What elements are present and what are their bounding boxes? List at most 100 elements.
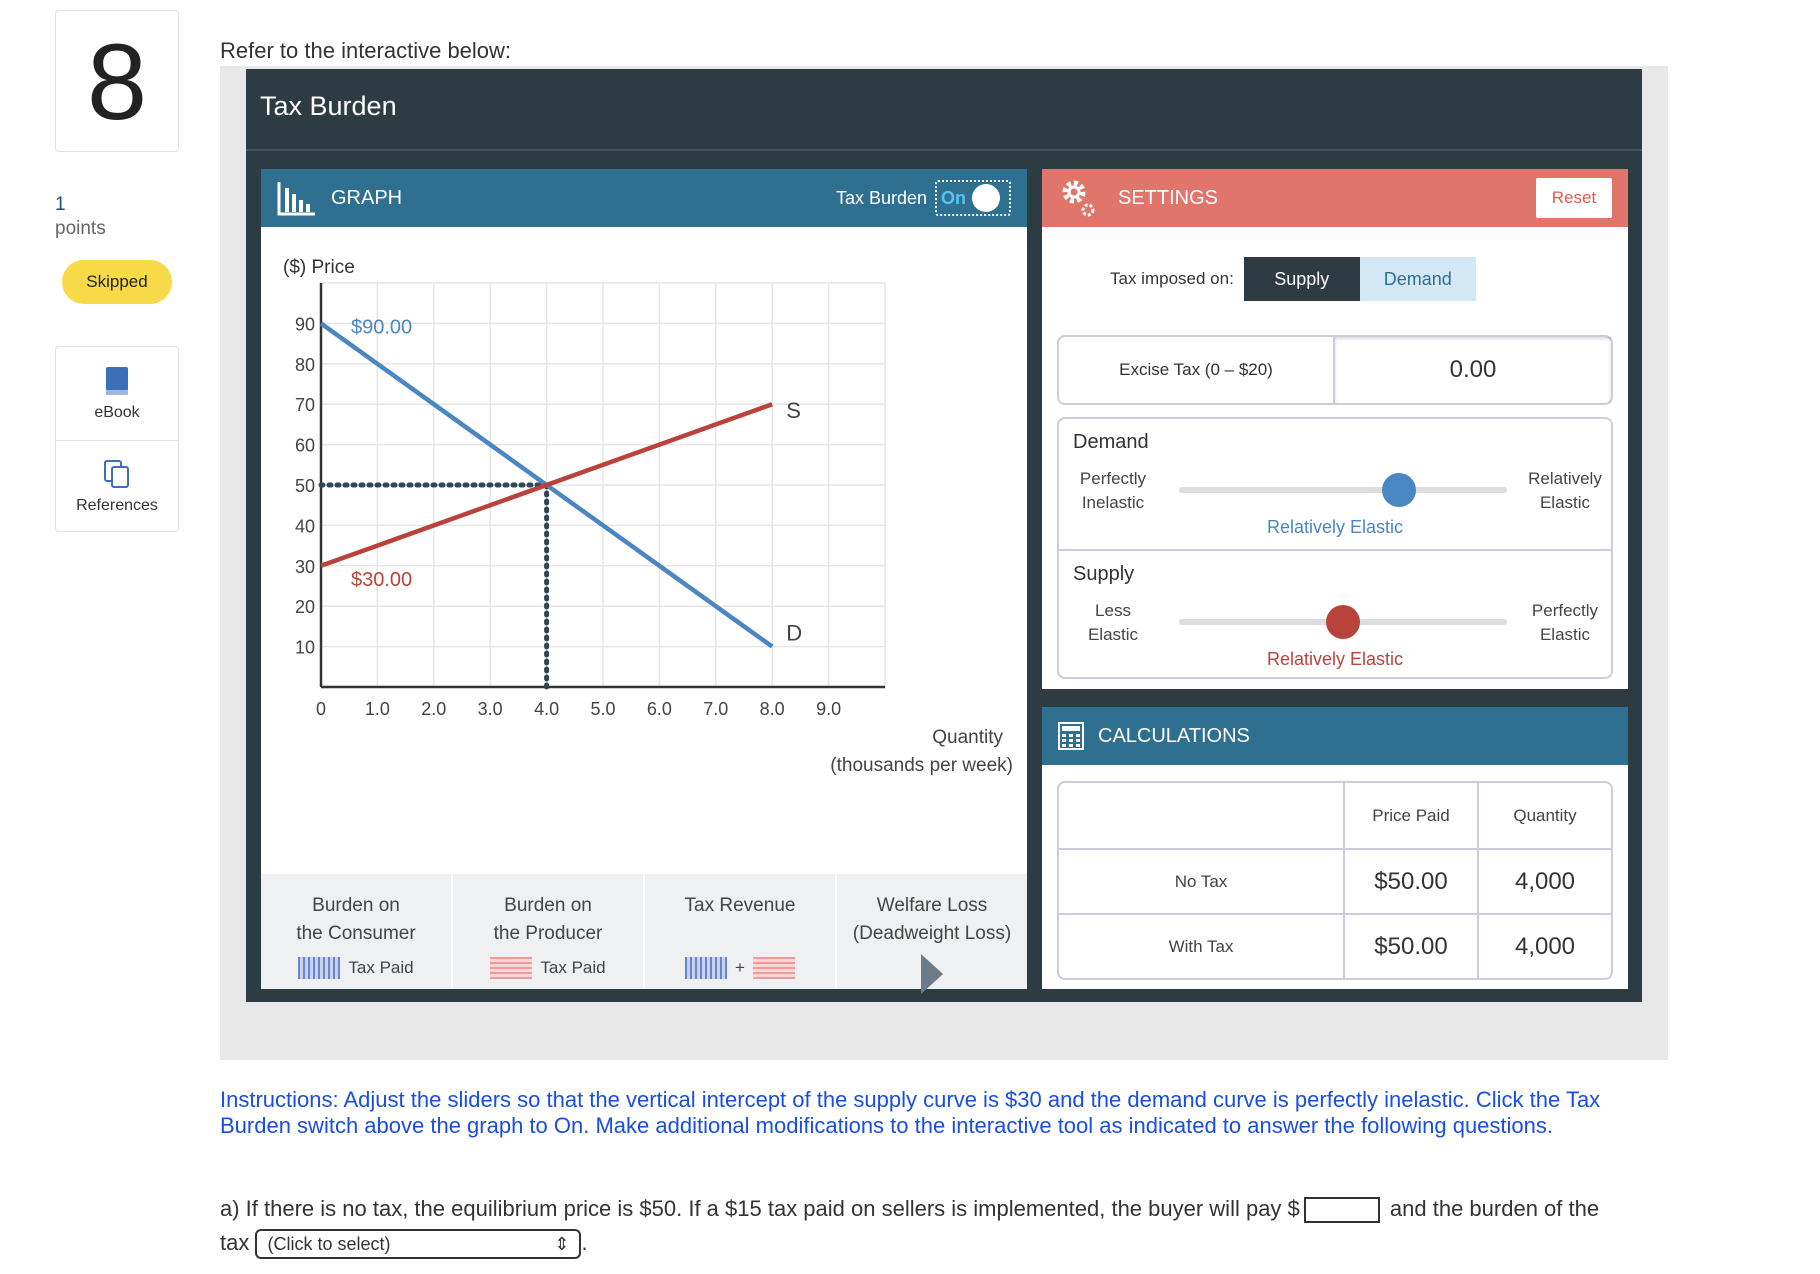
select-arrows-icon: ⇕ [554,1234,570,1255]
demand-option-button[interactable]: Demand [1359,257,1476,301]
gear-icon [1062,180,1095,217]
supply-label: S [786,398,801,423]
x-tick-label: 6.0 [647,699,672,719]
welfare-loss-line2: (Deadweight Loss) [852,923,1012,944]
y-tick-label: 90 [295,314,315,334]
revenue-swatch-producer [752,957,795,979]
excise-tax-input[interactable]: 0.00 [1335,337,1611,403]
revenue-plus: + [735,958,745,977]
tax-burden-toggle-label: Tax Burden [835,187,927,208]
toggle-knob [972,184,1000,212]
row-price: $50.00 [1343,913,1477,978]
row-price: $50.00 [1343,848,1477,913]
tax-burden-toggle-wrap: Tax Burden On [836,180,1011,216]
book-icon [106,366,128,395]
table-row: No Tax $50.00 4,000 [1059,848,1611,913]
supply-slider-min-label: Less Elastic [1087,601,1139,644]
x-tick-label: 2.0 [421,699,446,719]
demand-slider-thumb[interactable] [1381,473,1416,507]
x-tick-label: 0 [316,699,326,719]
consumer-swatch-label: Tax Paid [348,958,414,977]
tax-revenue[interactable]: Tax Revenue + [643,874,835,989]
excise-tax-row: Excise Tax (0 – $20) 0.00 [1057,335,1613,405]
table-header-blank [1059,783,1343,848]
consumer-burden[interactable]: Burden on the Consumer Tax Paid [261,874,451,989]
question-text-2: and the burden of the tax [220,1196,1600,1255]
references-label: References [76,497,158,514]
row-quantity: 4,000 [1477,913,1611,978]
row-quantity: 4,000 [1477,848,1611,913]
tax-imposed-label: Tax imposed on: [1110,269,1234,288]
producer-burden[interactable]: Burden on the Producer Tax Paid [451,874,643,989]
x-tick-label: 3.0 [478,699,503,719]
question-text-1: a) If there is no tax, the equilibrium p… [220,1196,1300,1221]
consumer-burden-line2: the Consumer [296,923,416,944]
y-tick-label: 80 [295,355,315,375]
supply-demand-chart[interactable]: ($) Price 10 20 30 40 50 60 70 80 90 0 1.0 2.0 3.0 4.0… [261,227,1027,874]
table-row: With Tax $50.00 4,000 [1059,913,1611,978]
x-tick-label: 7.0 [703,699,728,719]
table-header-row: Price Paid Quantity [1059,783,1611,848]
supply-option-button[interactable]: Supply [1243,257,1360,301]
row-label: No Tax [1059,848,1343,913]
status-badge: Skipped [62,260,172,304]
intro-text: Refer to the interactive below: [220,38,512,63]
table-header-price: Price Paid [1343,783,1477,848]
points-label: points [55,218,106,239]
calculations-title: CALCULATIONS [1098,724,1250,747]
row-label: With Tax [1059,913,1343,978]
y-axis-label: ($) Price [283,257,355,278]
reset-button[interactable]: Reset [1536,178,1612,218]
revenue-swatch-consumer [685,957,728,979]
supply-slider-caption: Relatively Elastic [1266,649,1404,669]
welfare-loss[interactable]: Welfare Loss (Deadweight Loss) [835,874,1027,994]
demand-intercept-label: $90.00 [351,316,412,338]
burden-select[interactable]: (Click to select) ⇕ [255,1229,582,1260]
question-end: . [581,1230,588,1255]
supply-curve [320,402,773,568]
table-header-quantity: Quantity [1477,783,1611,848]
calculations-panel: CALCULATIONS Price Paid Quantity No Tax … [1042,707,1628,989]
graph-title: GRAPH [331,186,403,209]
play-icon[interactable] [921,954,943,994]
ebook-label: eBook [94,403,140,421]
producer-swatch-label: Tax Paid [540,958,606,977]
calculator-icon [1058,722,1084,750]
producer-swatch [490,957,533,979]
producer-burden-line2: the Producer [493,923,603,944]
ebook-button[interactable]: eBook [56,347,178,440]
title-divider [246,149,1642,151]
question-number: 8 [55,10,179,152]
y-tick-label: 40 [295,516,315,536]
copy-icon [104,460,129,488]
producer-burden-line1: Burden on [504,895,592,916]
x-tick-label: 1.0 [365,699,390,719]
app-title: Tax Burden [260,91,397,121]
settings-panel: SETTINGS Reset Tax imposed on: Supply De… [1042,169,1628,689]
side-tools: eBook References [55,346,179,532]
x-tick-label: 8.0 [760,699,785,719]
graph-header: GRAPH Tax Burden On [261,169,1027,227]
y-tick-label: 30 [295,557,315,577]
y-tick-label: 10 [295,638,315,658]
x-axis-sublabel: (thousands per week) [830,755,1013,776]
references-button[interactable]: References [56,440,178,533]
excise-tax-label: Excise Tax (0 – $20) [1059,337,1335,403]
x-tick-label: 4.0 [534,699,559,719]
supply-slider-max-label: Perfectly Elastic [1531,601,1599,644]
y-tick-label: 50 [295,476,315,496]
bar-chart-icon [277,182,315,216]
tax-imposed-row: Tax imposed on: Supply Demand [1110,257,1476,301]
elasticity-sliders: Demand Perfectly Inelastic Relatively El… [1057,417,1613,679]
settings-header: SETTINGS Reset [1042,169,1628,227]
demand-slider-max-label: Relatively Elastic [1528,469,1602,512]
x-axis-label: Quantity [932,727,1003,748]
tax-burden-toggle[interactable]: On [935,180,1011,216]
demand-slider-caption: Relatively Elastic [1266,517,1404,537]
demand-slider-track[interactable] [1179,487,1507,493]
supply-slider-thumb[interactable] [1326,605,1360,639]
tax-imposed-selector: Supply Demand [1243,257,1476,301]
consumer-swatch [298,957,341,979]
buyer-pays-input[interactable] [1303,1197,1380,1224]
calculations-table: Price Paid Quantity No Tax $50.00 4,000 … [1057,781,1613,980]
